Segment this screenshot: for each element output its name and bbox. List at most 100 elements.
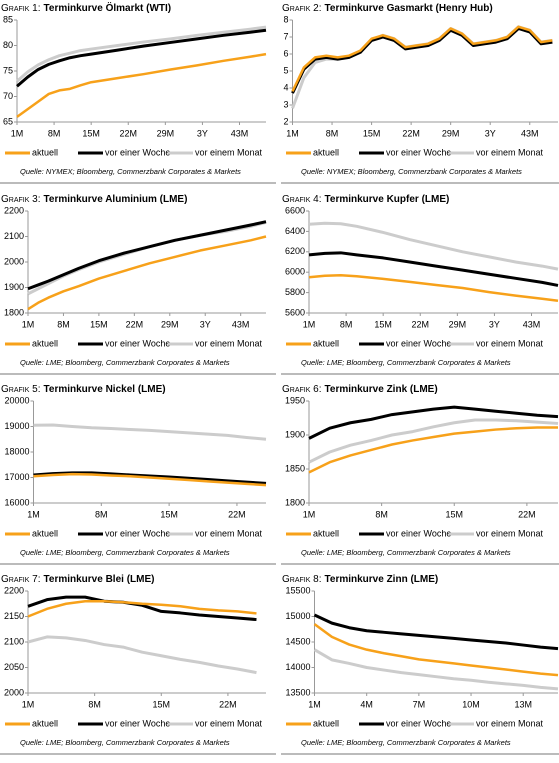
x-tick-label: 15M [363,128,381,138]
chart-label: Grafik 2: [282,3,322,14]
series-line [27,235,267,311]
legend-label: vor einer Woche [105,718,170,728]
series-line [308,251,559,287]
x-tick-label: 7M [413,699,426,709]
series-line [27,635,257,675]
series-line [313,613,559,651]
series-line [308,274,559,302]
series-line [313,623,559,677]
x-tick-label: 15M [160,509,178,519]
x-tick-label: 43M [231,128,249,138]
x-tick-label: 22M [119,128,137,138]
x-tick-label: 22M [219,699,237,709]
x-tick-label: 4M [360,699,373,709]
chart-title-text: Terminkurve Nickel (LME) [44,384,166,395]
x-tick-label: 22M [126,319,144,329]
x-tick-label: 15M [374,319,392,329]
legend-label: aktuell [32,528,58,538]
x-tick-label: 1M [286,128,299,138]
y-tick-label: 2150 [4,611,24,621]
x-tick-label: 8M [48,128,61,138]
chart-title: Grafik 6: Terminkurve Zink (LME) [282,384,438,395]
chart-title-text: Terminkurve Blei (LME) [44,574,155,585]
x-tick-label: 8M [95,509,108,519]
x-tick-label: 43M [232,319,250,329]
x-tick-label: 10M [462,699,480,709]
y-tick-label: 6000 [285,267,305,277]
chart-title: Grafik 1: Terminkurve Ölmarkt (WTI) [1,1,171,14]
y-tick-label: 6200 [285,246,305,256]
source-note: Quelle: LME; Bloomberg, Commerzbank Corp… [20,548,230,557]
legend-label: vor einem Monat [195,338,263,348]
legend-label: aktuell [32,718,58,728]
x-tick-label: 29M [157,128,175,138]
chart-label: Grafik 3: [1,194,41,205]
y-tick-label: 2200 [4,205,24,215]
x-tick-label: 29M [161,319,179,329]
series-line [291,27,553,94]
x-tick-label: 3Y [489,319,500,329]
y-tick-label: 6 [283,48,288,58]
y-tick-label: 7 [283,31,288,41]
x-tick-label: 8M [375,509,388,519]
legend-label: aktuell [32,147,58,157]
legend-label: vor einer Woche [105,147,170,157]
y-tick-label: 1800 [4,307,24,317]
x-tick-label: 1M [11,128,24,138]
y-tick-label: 2000 [4,256,24,266]
y-tick-label: 5600 [285,307,305,317]
series-line [33,423,267,441]
y-tick-label: 2200 [4,585,24,595]
series-line [33,471,267,485]
y-tick-label: 6600 [285,205,305,215]
series-line [308,426,558,474]
series-line [16,25,267,83]
y-tick-label: 16000 [4,497,29,507]
legend-label: vor einem Monat [476,528,544,538]
series-line [291,25,553,92]
legend-label: vor einem Monat [195,718,263,728]
chart-title: Grafik 8: Terminkurve Zinn (LME) [282,574,438,585]
y-tick-label: 2050 [4,662,24,672]
y-tick-label: 2100 [4,231,24,241]
series-line [27,599,257,618]
y-tick-label: 70 [3,91,13,101]
y-tick-label: 65 [3,116,13,126]
legend-label: vor einem Monat [476,338,544,348]
legend-label: vor einem Monat [476,718,544,728]
x-tick-label: 3Y [485,128,496,138]
chart-title: Grafik 5: Terminkurve Nickel (LME) [1,384,166,395]
y-tick-label: 2 [283,116,288,126]
series-line [27,595,257,622]
x-tick-label: 15M [153,699,171,709]
chart-title-text: Terminkurve Zinn (LME) [325,574,439,585]
series-line [308,221,559,271]
x-tick-label: 29M [449,319,467,329]
x-tick-label: 22M [518,509,536,519]
y-tick-label: 2100 [4,636,24,646]
legend-label: vor einer Woche [105,528,170,538]
y-tick-label: 1850 [285,463,305,473]
chart-label: Grafik 6: [282,384,322,395]
series-line [308,405,559,440]
series-line [291,25,553,109]
chart-label: Grafik 7: [1,574,41,585]
chart-label: Grafik 4: [282,194,322,205]
chart-title-text: Terminkurve Zink (LME) [325,384,438,395]
chart-title: Grafik 7: Terminkurve Blei (LME) [1,574,154,585]
source-note: Quelle: NYMEX; Bloomberg, Commerzbank Co… [20,167,241,176]
source-note: Quelle: LME; Bloomberg, Commerzbank Corp… [301,358,511,367]
source-note: Quelle: LME; Bloomberg, Commerzbank Corp… [301,548,511,557]
y-tick-label: 75 [3,65,13,75]
source-note: Quelle: LME; Bloomberg, Commerzbank Corp… [301,738,511,747]
series-line [308,418,559,464]
y-tick-label: 15500 [285,585,310,595]
legend-label: aktuell [313,338,339,348]
x-tick-label: 1M [22,699,35,709]
legend-label: vor einer Woche [386,718,451,728]
x-tick-label: 1M [22,319,35,329]
legend-label: vor einem Monat [476,147,544,157]
x-tick-label: 15M [90,319,108,329]
series-line [16,28,267,88]
x-tick-label: 43M [521,128,539,138]
